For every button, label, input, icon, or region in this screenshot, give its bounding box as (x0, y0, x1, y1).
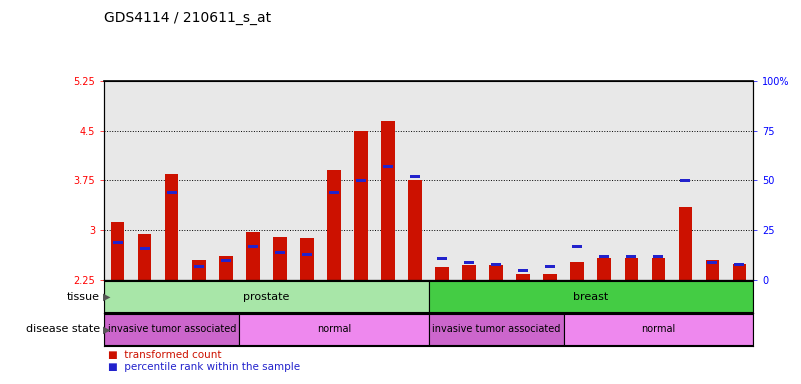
Bar (383, 165, 393, 168)
Text: ■  transformed count: ■ transformed count (108, 350, 222, 360)
Bar (111, 222, 124, 280)
Bar (437, 257, 447, 260)
Bar (138, 234, 151, 280)
Bar (409, 180, 422, 280)
Bar (302, 253, 312, 256)
Bar (246, 232, 260, 280)
Text: invasive tumor associated: invasive tumor associated (432, 324, 561, 334)
Bar (543, 274, 557, 280)
Bar (300, 238, 314, 280)
Bar (626, 255, 636, 258)
Bar (651, 258, 665, 280)
Bar (410, 175, 420, 178)
Bar (239, 314, 429, 345)
Bar (570, 262, 584, 280)
Bar (327, 170, 340, 280)
Text: tissue: tissue (67, 291, 100, 302)
Bar (678, 207, 692, 280)
Bar (165, 174, 179, 280)
Bar (429, 281, 753, 312)
Bar (489, 265, 503, 280)
Bar (104, 281, 429, 312)
Text: prostate: prostate (244, 291, 289, 302)
Bar (356, 179, 366, 182)
Bar (625, 258, 638, 280)
Text: normal: normal (316, 324, 351, 334)
Bar (219, 256, 232, 280)
Bar (464, 261, 474, 264)
Bar (329, 191, 339, 194)
Bar (598, 258, 611, 280)
Bar (354, 131, 368, 280)
Bar (518, 269, 528, 272)
Bar (706, 260, 719, 280)
Bar (599, 255, 610, 258)
Text: breast: breast (573, 291, 609, 302)
Bar (429, 314, 564, 345)
Text: disease state: disease state (26, 324, 100, 334)
Text: ■  percentile rank within the sample: ■ percentile rank within the sample (108, 362, 300, 372)
Bar (192, 260, 206, 280)
Bar (194, 265, 203, 268)
Bar (221, 259, 231, 262)
Bar (273, 237, 287, 280)
Bar (564, 314, 753, 345)
Bar (707, 261, 718, 264)
Bar (680, 179, 690, 182)
Text: ▶: ▶ (103, 324, 111, 334)
Bar (491, 263, 501, 266)
Text: invasive tumor associated: invasive tumor associated (107, 324, 236, 334)
Text: normal: normal (641, 324, 675, 334)
Bar (113, 241, 123, 244)
Bar (517, 274, 530, 280)
Bar (462, 265, 476, 280)
Text: ▶: ▶ (103, 291, 111, 302)
Bar (733, 264, 747, 280)
Bar (104, 314, 239, 345)
Bar (572, 245, 582, 248)
Bar (139, 247, 150, 250)
Bar (381, 121, 395, 280)
Bar (435, 267, 449, 280)
Bar (275, 251, 285, 254)
Bar (167, 191, 177, 194)
Text: GDS4114 / 210611_s_at: GDS4114 / 210611_s_at (104, 11, 272, 25)
Bar (735, 263, 744, 266)
Bar (545, 265, 555, 268)
Bar (654, 255, 663, 258)
Bar (248, 245, 258, 248)
